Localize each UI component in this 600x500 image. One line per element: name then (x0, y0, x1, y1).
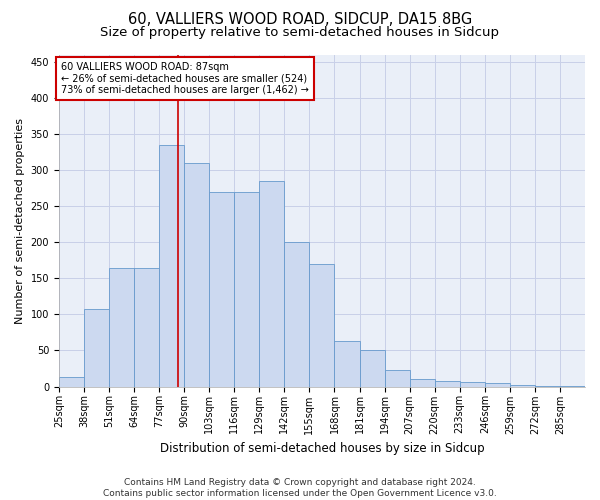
Bar (334, 341, 359, 386)
Bar (284, 242, 310, 386)
Bar (184, 163, 209, 386)
Bar (84, 308, 109, 386)
Bar (359, 350, 385, 386)
Bar (434, 381, 460, 386)
Bar (134, 268, 159, 386)
Bar (259, 181, 284, 386)
Bar (410, 380, 434, 386)
Text: 60 VALLIERS WOOD ROAD: 87sqm
← 26% of semi-detached houses are smaller (524)
73%: 60 VALLIERS WOOD ROAD: 87sqm ← 26% of se… (61, 62, 309, 96)
Text: Contains HM Land Registry data © Crown copyright and database right 2024.
Contai: Contains HM Land Registry data © Crown c… (103, 478, 497, 498)
Bar (59, 377, 84, 386)
Bar (209, 192, 234, 386)
Bar (310, 264, 334, 386)
Y-axis label: Number of semi-detached properties: Number of semi-detached properties (15, 118, 25, 324)
Bar (159, 145, 184, 386)
X-axis label: Distribution of semi-detached houses by size in Sidcup: Distribution of semi-detached houses by … (160, 442, 484, 455)
Bar (385, 370, 410, 386)
Text: Size of property relative to semi-detached houses in Sidcup: Size of property relative to semi-detach… (101, 26, 499, 39)
Bar (109, 268, 134, 386)
Text: 60, VALLIERS WOOD ROAD, SIDCUP, DA15 8BG: 60, VALLIERS WOOD ROAD, SIDCUP, DA15 8BG (128, 12, 472, 28)
Bar (234, 192, 259, 386)
Bar (460, 382, 485, 386)
Bar (485, 383, 510, 386)
Bar (510, 385, 535, 386)
